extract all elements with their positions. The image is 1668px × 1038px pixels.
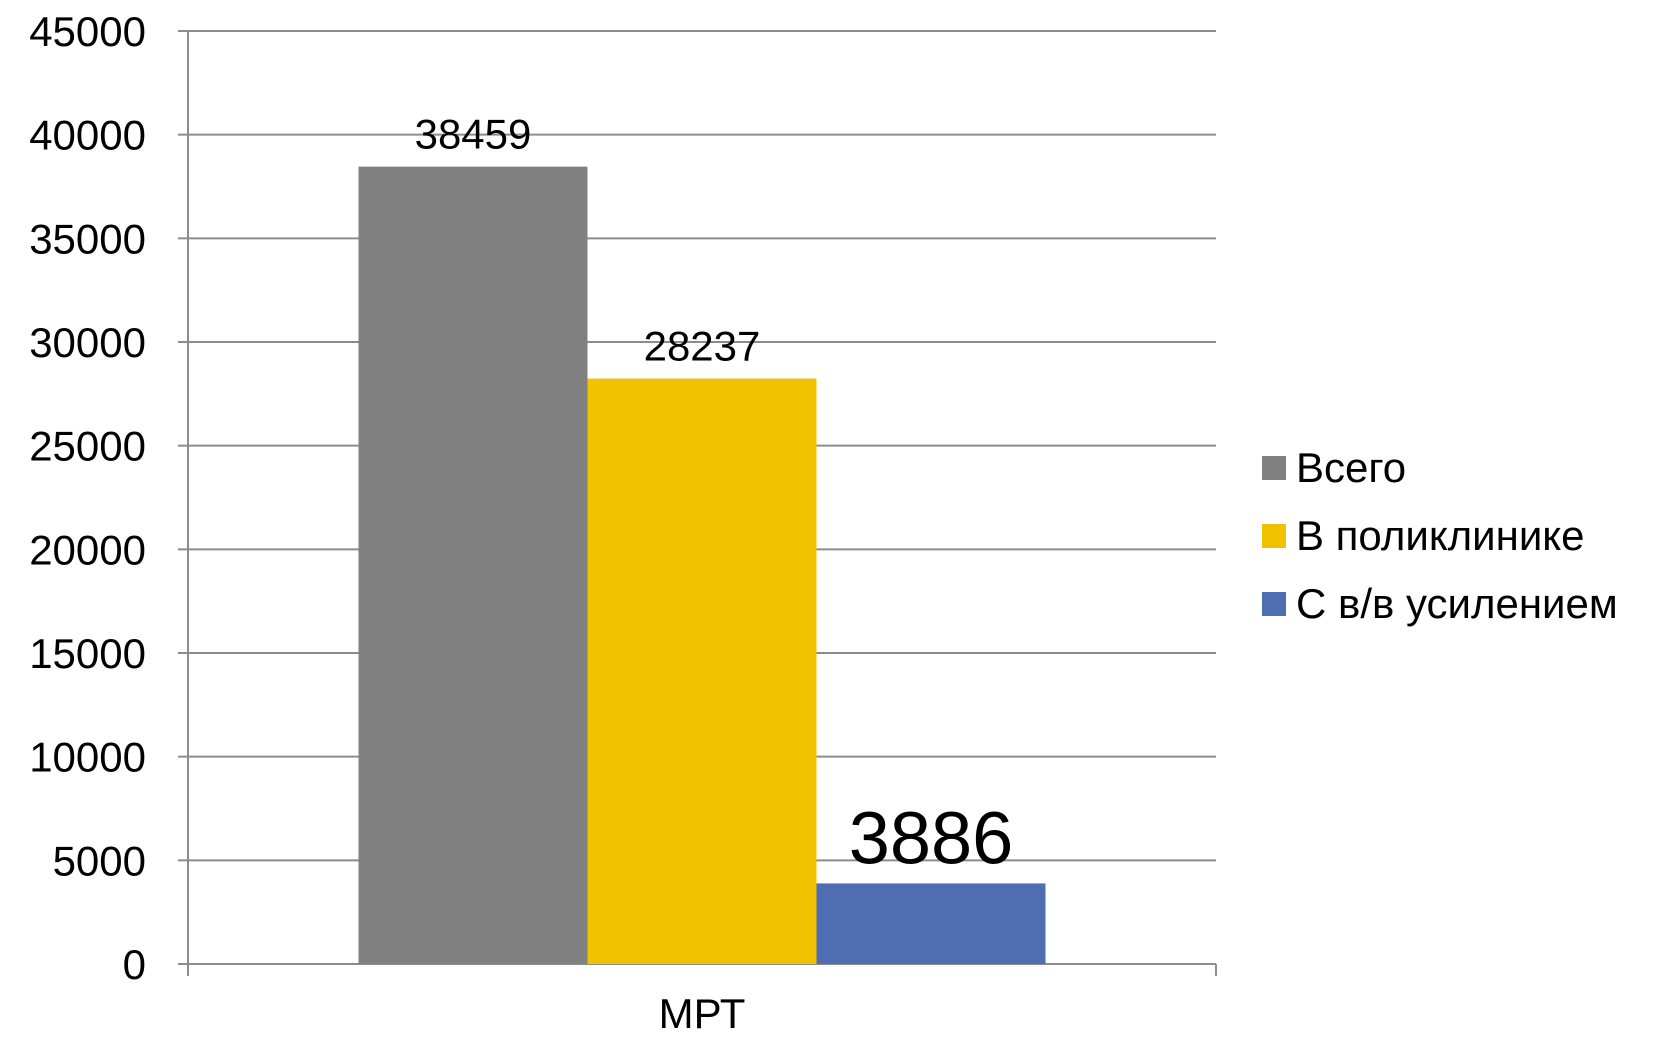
y-tick-label: 40000 [29, 112, 146, 159]
legend-swatch [1262, 456, 1286, 480]
y-tick-label: 10000 [29, 734, 146, 781]
data-label: 38459 [415, 111, 532, 158]
legend-item: В поликлинике [1262, 502, 1662, 570]
bars [358, 166, 1046, 965]
data-label: 3886 [849, 796, 1014, 879]
x-tick-label: МРТ [659, 990, 746, 1037]
legend: Всего В поликлинике С в/в усилением [1262, 434, 1662, 638]
y-tick-label: 20000 [29, 526, 146, 573]
legend-swatch [1262, 592, 1286, 616]
y-tick-label: 0 [123, 941, 146, 988]
y-tick-label: 45000 [29, 8, 146, 55]
bar-1 [358, 166, 588, 965]
legend-label: С в/в усилением [1296, 580, 1618, 627]
y-tick-label: 35000 [29, 215, 146, 262]
legend-item: Всего [1262, 434, 1662, 502]
legend-label: В поликлинике [1296, 512, 1585, 559]
y-tick-label: 25000 [29, 423, 146, 470]
y-tick-label: 15000 [29, 630, 146, 677]
data-label: 28237 [644, 323, 761, 370]
y-tick-label: 30000 [29, 319, 146, 366]
bar-2 [587, 378, 817, 964]
legend-label: Всего [1296, 444, 1407, 491]
legend-swatch [1262, 524, 1286, 548]
data-labels: 38459 28237 3886 [415, 111, 1014, 880]
axes: 0 5000 10000 15000 20000 25000 30000 35000 40000… [29, 8, 1217, 1037]
legend-item: С в/в усилением [1262, 570, 1662, 638]
y-tick-label: 5000 [53, 837, 146, 884]
bar-3 [816, 883, 1046, 964]
